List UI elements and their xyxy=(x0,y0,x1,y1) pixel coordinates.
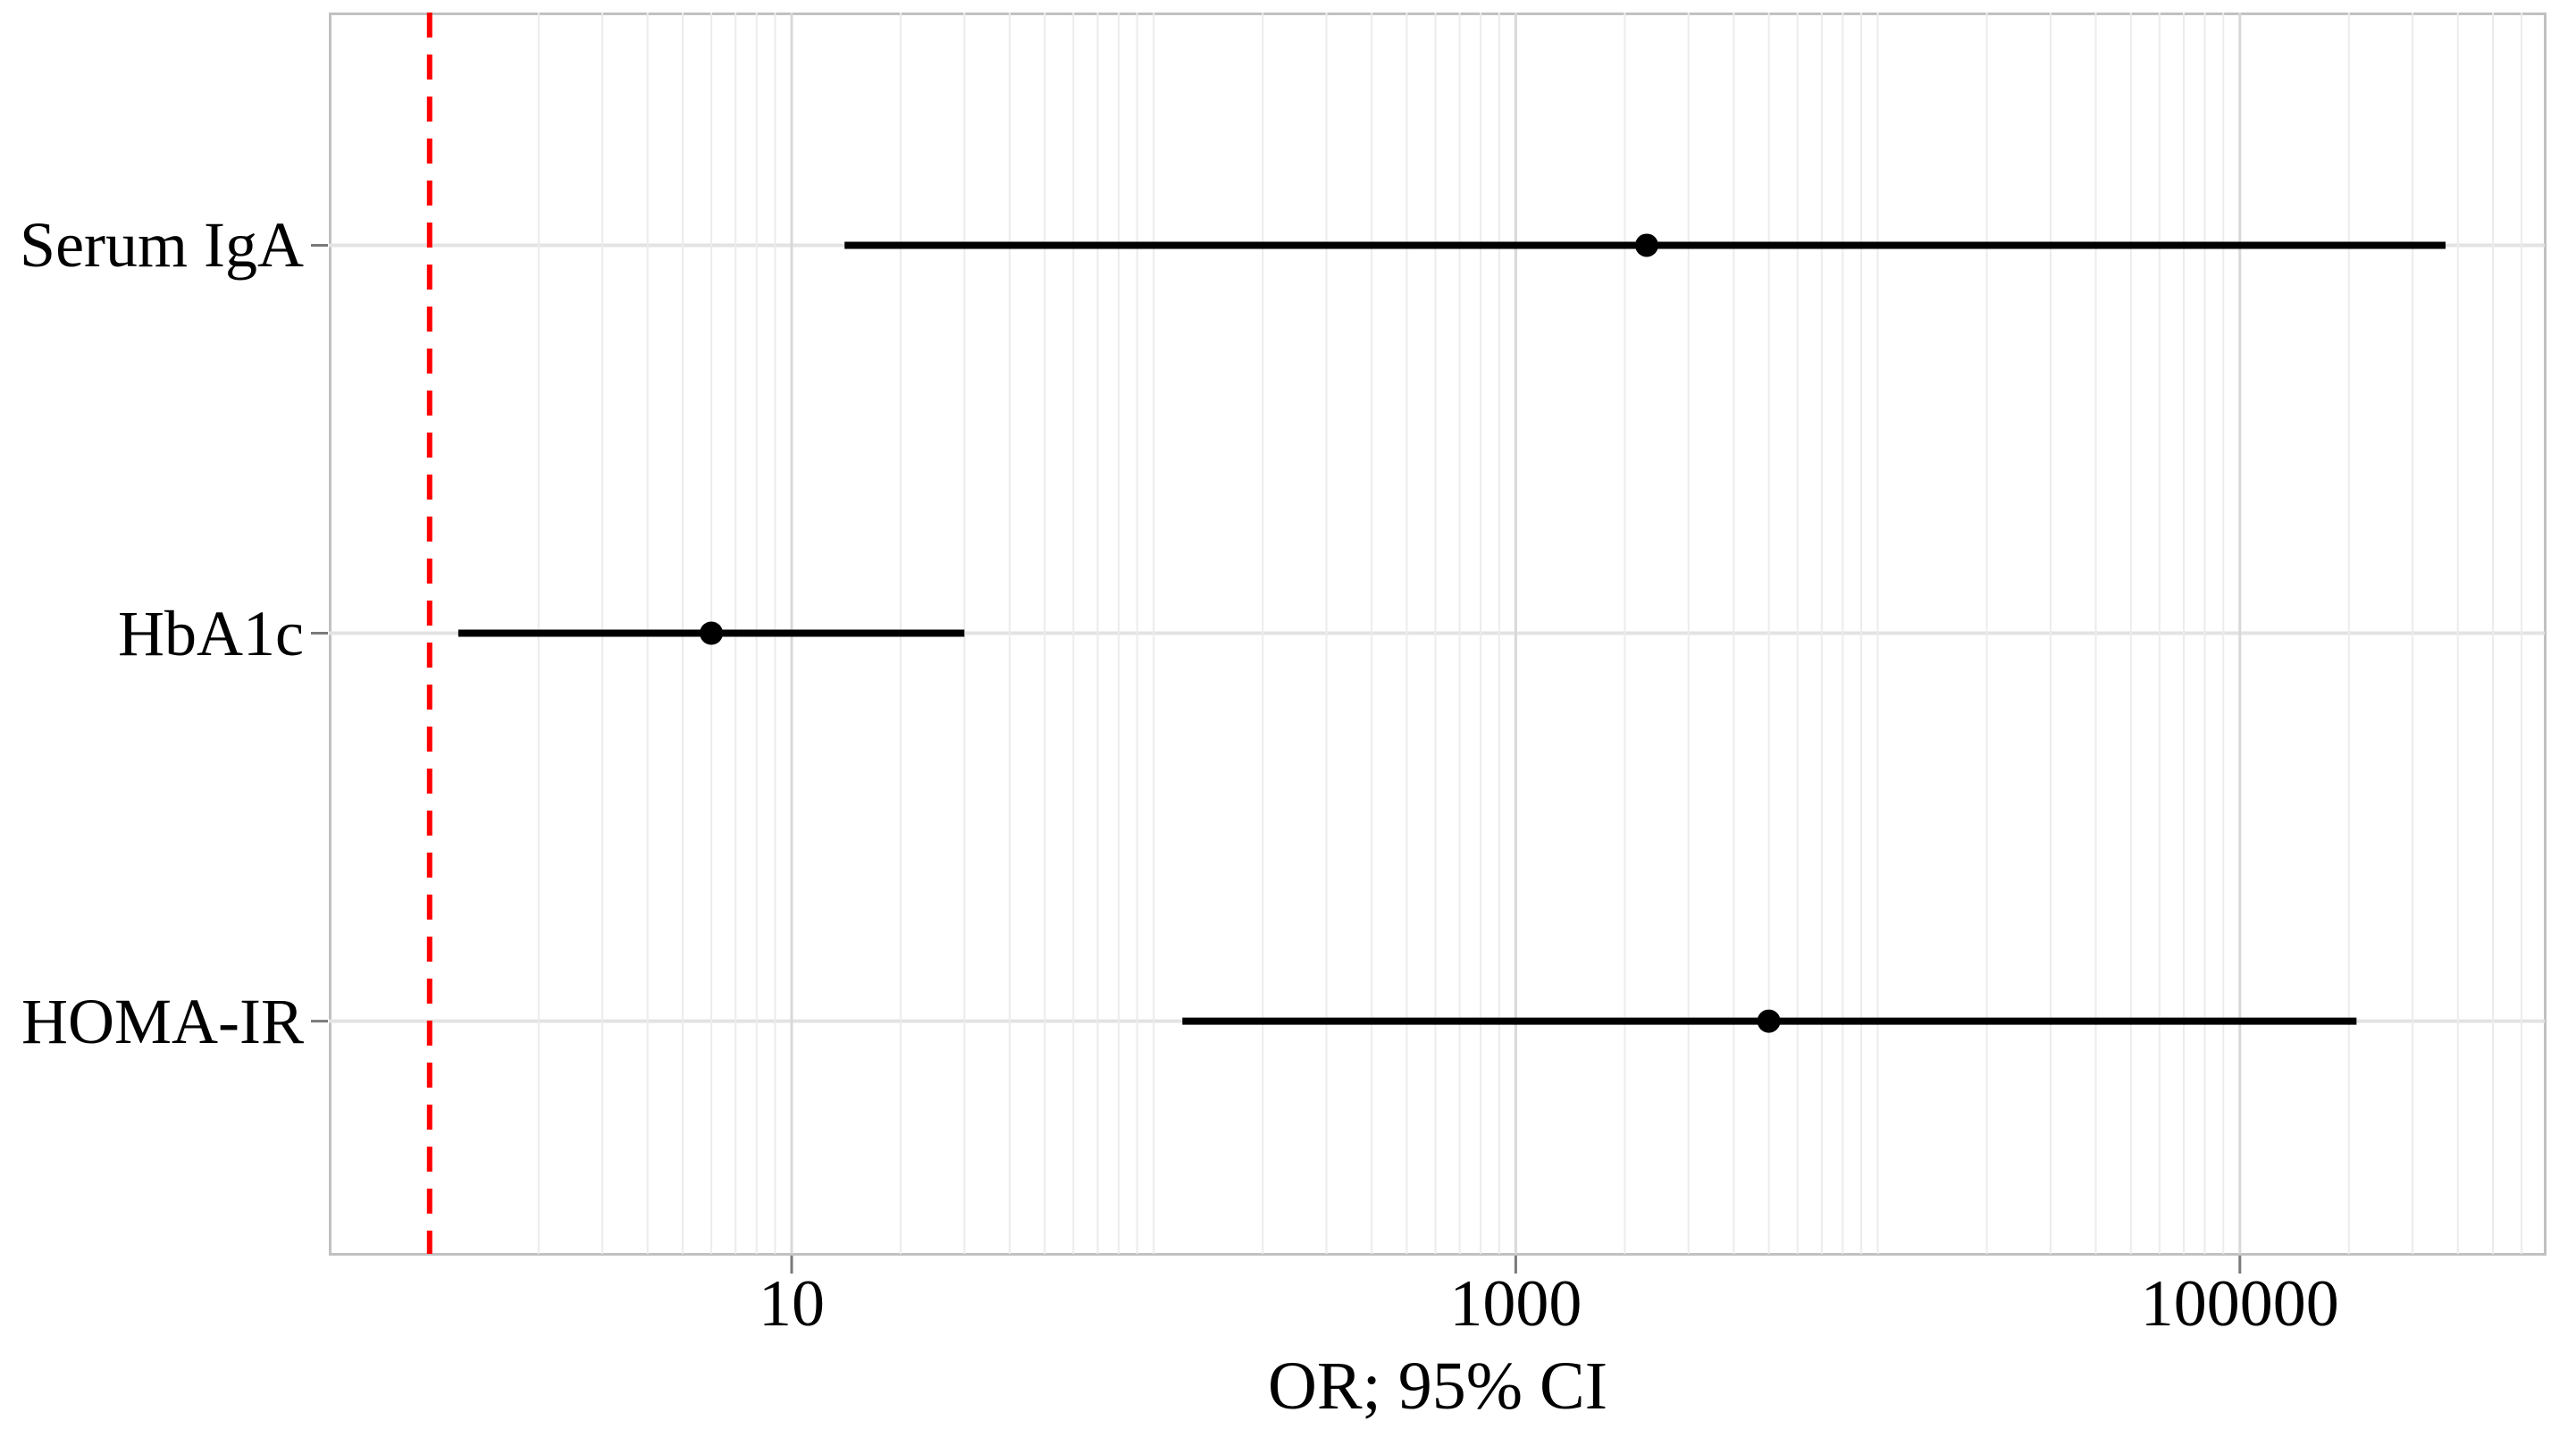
row-label: Serum IgA xyxy=(20,209,304,282)
x-axis-title: OR; 95% CI xyxy=(1268,1349,1607,1424)
x-tick-label: 10 xyxy=(759,1267,825,1341)
point-marker xyxy=(700,621,724,645)
row-label: HOMA-IR xyxy=(21,985,304,1057)
x-tick-label: 1000 xyxy=(1449,1267,1582,1341)
point-marker xyxy=(1634,233,1658,257)
point-marker xyxy=(1757,1009,1781,1033)
x-tick-label: 100000 xyxy=(2140,1267,2339,1341)
row-label: HbA1c xyxy=(118,597,304,669)
